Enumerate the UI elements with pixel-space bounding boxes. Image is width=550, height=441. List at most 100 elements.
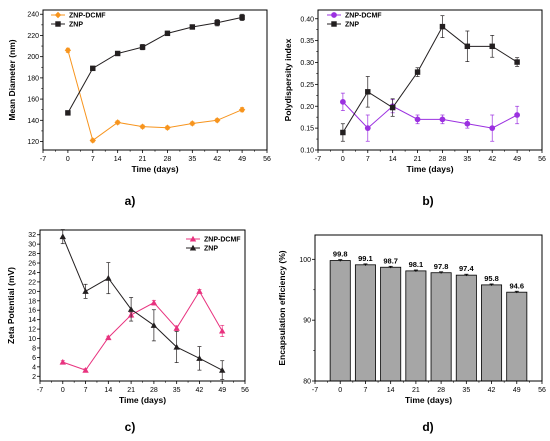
data-point bbox=[89, 137, 96, 144]
x-tick-label: 56 bbox=[241, 387, 249, 394]
data-point bbox=[514, 59, 520, 65]
legend-label: ZNP-DCMF bbox=[69, 13, 106, 20]
chart-d-encapsulation-efficiency: 99.8 99.1 98.7 98.1 97.8 97.4 95.8 94.6 -7 0 7 14 21… bbox=[277, 234, 546, 434]
y-tick-label: 0.10 bbox=[300, 148, 314, 155]
legend-marker bbox=[331, 21, 337, 27]
data-point bbox=[114, 119, 121, 126]
data-label: 98.7 bbox=[383, 256, 398, 265]
x-tick-label: 35 bbox=[462, 387, 470, 394]
data-point bbox=[150, 322, 158, 328]
data-point bbox=[219, 366, 226, 373]
data-point bbox=[114, 50, 121, 57]
y-tick-label: 24 bbox=[28, 270, 36, 277]
bar bbox=[430, 272, 452, 382]
data-point bbox=[214, 117, 221, 124]
chart-a-mean-diameter: -7 0 7 14 21 28 35 42 49 56 120 140 160 180 200 220 240 T… bbox=[7, 9, 271, 208]
data-point bbox=[82, 288, 89, 294]
data-point bbox=[219, 327, 226, 334]
x-tick-label: 28 bbox=[439, 156, 447, 163]
series-line bbox=[62, 236, 223, 371]
y-tick-label: 28 bbox=[28, 251, 36, 258]
x-tick-label: 7 bbox=[363, 387, 367, 394]
x-tick-label: 21 bbox=[139, 156, 147, 163]
x-tick-label: 56 bbox=[263, 156, 271, 163]
x-tick-label: 0 bbox=[61, 387, 65, 394]
data-point bbox=[90, 65, 96, 72]
legend-marker bbox=[55, 21, 61, 27]
data-point bbox=[173, 343, 180, 350]
x-tick-label: 21 bbox=[127, 387, 135, 394]
data-point bbox=[214, 20, 220, 26]
series-line bbox=[67, 16, 243, 114]
y-tick-label: 0.30 bbox=[300, 60, 314, 67]
bar bbox=[405, 270, 427, 382]
bar bbox=[329, 260, 351, 382]
bar bbox=[380, 266, 402, 382]
y-axis-label: Zeta Potential (mV) bbox=[6, 267, 16, 344]
data-point bbox=[59, 233, 66, 240]
y-tick-label: 240 bbox=[27, 12, 39, 19]
data-label: 94.6 bbox=[509, 281, 524, 290]
x-axis-label: Time (days) bbox=[119, 395, 166, 405]
series-line bbox=[62, 290, 223, 371]
data-point bbox=[414, 69, 421, 75]
y-tick-label: 32 bbox=[28, 232, 36, 239]
x-axis-label: Time (days) bbox=[405, 395, 452, 405]
y-tick-label: 30 bbox=[28, 242, 36, 249]
x-tick-label: 0 bbox=[66, 156, 70, 163]
x-tick-label: 35 bbox=[188, 156, 196, 163]
x-tick-label: 14 bbox=[114, 156, 122, 163]
legend-label: ZNP bbox=[345, 22, 359, 29]
y-tick-label: 6 bbox=[32, 355, 36, 362]
data-label: 97.4 bbox=[459, 264, 474, 273]
data-point bbox=[414, 116, 421, 123]
legend-label: ZNP-DCMF bbox=[345, 13, 382, 20]
data-point bbox=[150, 299, 158, 306]
y-tick-label: 200 bbox=[27, 54, 39, 61]
bar bbox=[481, 284, 503, 382]
y-axis-label: Mean Diameter (nm) bbox=[7, 39, 17, 120]
data-point bbox=[364, 125, 371, 132]
y-tick-label: 160 bbox=[27, 97, 39, 104]
y-tick-label: 100 bbox=[299, 257, 311, 264]
y-tick-label: 10 bbox=[28, 336, 36, 343]
data-point bbox=[189, 120, 196, 127]
y-axis-label: Polydispersity index bbox=[283, 38, 293, 121]
x-tick-label: 14 bbox=[389, 156, 397, 163]
x-tick-label: -7 bbox=[37, 387, 43, 394]
data-label: 99.1 bbox=[358, 254, 373, 263]
data-point bbox=[489, 43, 495, 50]
data-point bbox=[173, 324, 180, 331]
data-point bbox=[365, 89, 371, 95]
data-point bbox=[139, 44, 146, 50]
data-point bbox=[489, 125, 496, 132]
data-point bbox=[164, 30, 171, 37]
data-point bbox=[105, 274, 112, 281]
legend-label: ZNP-DCMF bbox=[204, 237, 241, 244]
y-tick-label: 80 bbox=[303, 379, 311, 386]
y-tick-label: 0.20 bbox=[300, 104, 314, 111]
y-tick-label: 220 bbox=[27, 33, 39, 40]
x-tick-label: 35 bbox=[173, 387, 181, 394]
data-point bbox=[238, 106, 246, 113]
legend-label: ZNP bbox=[204, 246, 218, 253]
x-tick-label: 35 bbox=[463, 156, 471, 163]
data-point bbox=[439, 23, 446, 30]
data-point bbox=[389, 104, 396, 111]
data-point bbox=[196, 355, 203, 361]
plot-frame bbox=[39, 229, 246, 382]
x-tick-label: 0 bbox=[338, 387, 342, 394]
y-tick-label: 0.15 bbox=[300, 126, 314, 133]
series-line bbox=[67, 50, 243, 142]
data-point bbox=[464, 120, 471, 127]
x-tick-label: -7 bbox=[312, 387, 318, 394]
x-tick-label: 14 bbox=[104, 387, 112, 394]
panel-label: b) bbox=[422, 194, 433, 208]
x-tick-label: 7 bbox=[91, 156, 95, 163]
x-axis-label: Time (days) bbox=[406, 164, 453, 174]
x-tick-label: 21 bbox=[412, 387, 420, 394]
chart-c-zeta-potential: -7 0 7 14 21 28 35 42 49 562468101214161820222426… bbox=[6, 229, 249, 434]
x-tick-label: 7 bbox=[84, 387, 88, 394]
data-point bbox=[340, 129, 346, 136]
